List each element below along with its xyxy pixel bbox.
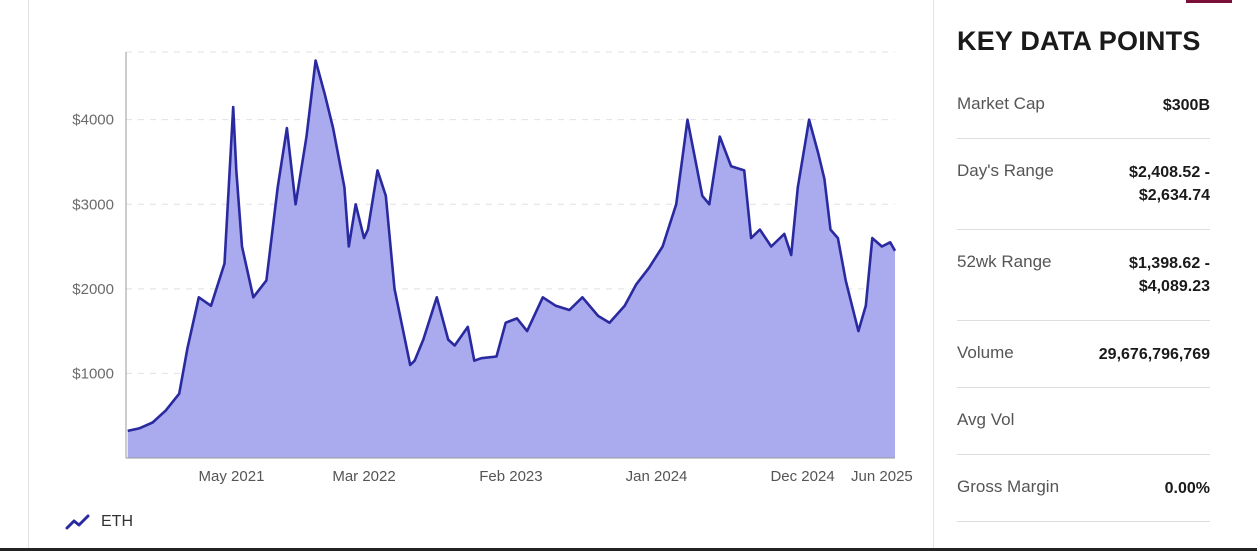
row-key: Market Cap (957, 94, 1045, 113)
chart-legend[interactable]: ETH (65, 512, 133, 532)
data-row-gross-margin: Gross Margin 0.00% (957, 455, 1210, 522)
eth-price-chart[interactable]: $1000 $2000 $3000 $4000 May 2021 Mar 2022 Feb … (29, 0, 935, 551)
row-key: Day's Range (957, 161, 1054, 180)
key-data-panel (934, 0, 1257, 551)
y-tick-label: $1000 (72, 365, 114, 382)
row-key: 52wk Range (957, 252, 1052, 271)
panel-accent-bar (1186, 0, 1232, 3)
row-key: Gross Margin (957, 477, 1060, 496)
eth-series-line (127, 59, 897, 433)
row-value: $2,408.52 - $2,634.74 (1129, 164, 1210, 204)
legend-label-eth: ETH (101, 513, 133, 530)
row-key: Volume (957, 343, 1014, 362)
data-row-52wk-range: 52wk Range $1,398.62 - $4,089.23 (957, 230, 1210, 321)
data-row-market-cap: Market Cap $300B (957, 72, 1210, 139)
data-row-days-range: Day's Range $2,408.52 - $2,634.74 (957, 139, 1210, 230)
price-chart-card: $1000 $2000 $3000 $4000 May 2021 Mar 2022 Feb … (28, 0, 934, 551)
y-tick-label: $3000 (72, 196, 114, 213)
row-value: 0.00% (1164, 480, 1210, 497)
x-tick-label: Feb 2023 (479, 468, 542, 485)
trend-line-icon (65, 514, 90, 530)
panel-title: KEY DATA POINTS (957, 26, 1201, 56)
x-tick-label: Jan 2024 (626, 468, 688, 485)
row-value: $300B (1162, 97, 1210, 114)
x-tick-label: Jun 2025 (851, 468, 913, 485)
y-tick-label: $4000 (72, 112, 114, 129)
row-key: Avg Vol (957, 410, 1015, 429)
x-tick-label: May 2021 (199, 468, 265, 485)
key-data-list: Market Cap $300B Day's Range $2,408.52 -… (957, 72, 1210, 522)
row-value: $1,398.62 - $4,089.23 (1129, 255, 1210, 295)
bottom-divider (0, 548, 1257, 551)
data-row-avg-vol: Avg Vol (957, 388, 1210, 455)
data-row-volume: Volume 29,676,796,769 (957, 321, 1210, 388)
eth-series-area (127, 60, 895, 458)
row-value: 29,676,796,769 (1098, 346, 1210, 363)
x-tick-label: Mar 2022 (332, 468, 395, 485)
x-tick-label: Dec 2024 (770, 468, 834, 485)
y-tick-label: $2000 (72, 281, 114, 298)
